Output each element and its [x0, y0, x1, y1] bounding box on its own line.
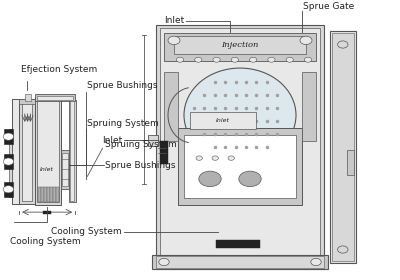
- Bar: [302, 72, 316, 141]
- Text: Inlet: Inlet: [40, 167, 54, 172]
- Circle shape: [196, 156, 202, 160]
- Bar: [19, 99, 35, 204]
- Text: Injection: Injection: [221, 41, 259, 49]
- Bar: [160, 141, 168, 164]
- Bar: [4, 154, 13, 169]
- Bar: [9, 129, 12, 197]
- Bar: [70, 101, 74, 201]
- Bar: [37, 96, 73, 100]
- Bar: [41, 187, 44, 202]
- Bar: [148, 135, 158, 146]
- Circle shape: [304, 57, 312, 62]
- Circle shape: [3, 133, 14, 140]
- Circle shape: [231, 57, 238, 62]
- Bar: [156, 256, 324, 267]
- Bar: [44, 187, 47, 202]
- Circle shape: [212, 156, 218, 160]
- Bar: [37, 100, 59, 202]
- Bar: [152, 255, 328, 269]
- Bar: [190, 112, 256, 129]
- Bar: [156, 25, 324, 269]
- Text: Sprue Gate: Sprue Gate: [303, 2, 354, 11]
- Circle shape: [250, 57, 257, 62]
- Bar: [164, 72, 178, 141]
- Bar: [216, 240, 260, 248]
- Circle shape: [159, 258, 169, 266]
- Text: Spruing System: Spruing System: [87, 119, 159, 128]
- Bar: [62, 153, 68, 186]
- Bar: [19, 99, 35, 104]
- Bar: [22, 101, 32, 201]
- Text: Inlet: Inlet: [102, 136, 122, 144]
- Bar: [25, 94, 31, 101]
- Text: Inlet: Inlet: [216, 118, 230, 123]
- Text: Efjection System: Efjection System: [21, 65, 97, 74]
- Bar: [330, 31, 356, 263]
- Bar: [61, 150, 69, 188]
- Text: Sprue Bushings: Sprue Bushings: [105, 160, 176, 169]
- Bar: [50, 187, 53, 202]
- Circle shape: [213, 57, 220, 62]
- Bar: [53, 187, 56, 202]
- Bar: [12, 99, 19, 204]
- Text: Spruing System: Spruing System: [105, 140, 177, 149]
- Bar: [160, 28, 320, 266]
- Circle shape: [228, 156, 234, 160]
- Circle shape: [3, 186, 14, 193]
- Bar: [347, 150, 354, 175]
- Bar: [178, 128, 302, 205]
- Circle shape: [176, 57, 184, 62]
- Bar: [47, 187, 50, 202]
- Circle shape: [286, 57, 293, 62]
- Bar: [35, 94, 75, 101]
- Bar: [43, 211, 51, 214]
- Ellipse shape: [184, 68, 296, 162]
- Circle shape: [239, 171, 261, 187]
- Text: Cooling System: Cooling System: [51, 227, 122, 236]
- Circle shape: [338, 246, 348, 253]
- Bar: [69, 100, 76, 202]
- Bar: [4, 129, 13, 144]
- Circle shape: [300, 36, 312, 45]
- Circle shape: [195, 57, 202, 62]
- Circle shape: [268, 57, 275, 62]
- Circle shape: [338, 41, 348, 48]
- Circle shape: [311, 258, 321, 266]
- Bar: [4, 182, 13, 197]
- Text: Cooling System: Cooling System: [10, 237, 81, 246]
- Bar: [38, 187, 41, 202]
- Bar: [164, 33, 316, 61]
- Circle shape: [199, 171, 221, 187]
- Circle shape: [168, 36, 180, 45]
- Bar: [184, 135, 296, 198]
- Bar: [332, 33, 354, 261]
- Text: Inlet: Inlet: [164, 17, 184, 25]
- Bar: [56, 187, 59, 202]
- Text: Sprue Bushings: Sprue Bushings: [87, 81, 158, 90]
- Circle shape: [3, 158, 14, 165]
- Bar: [35, 97, 61, 205]
- Bar: [174, 36, 306, 54]
